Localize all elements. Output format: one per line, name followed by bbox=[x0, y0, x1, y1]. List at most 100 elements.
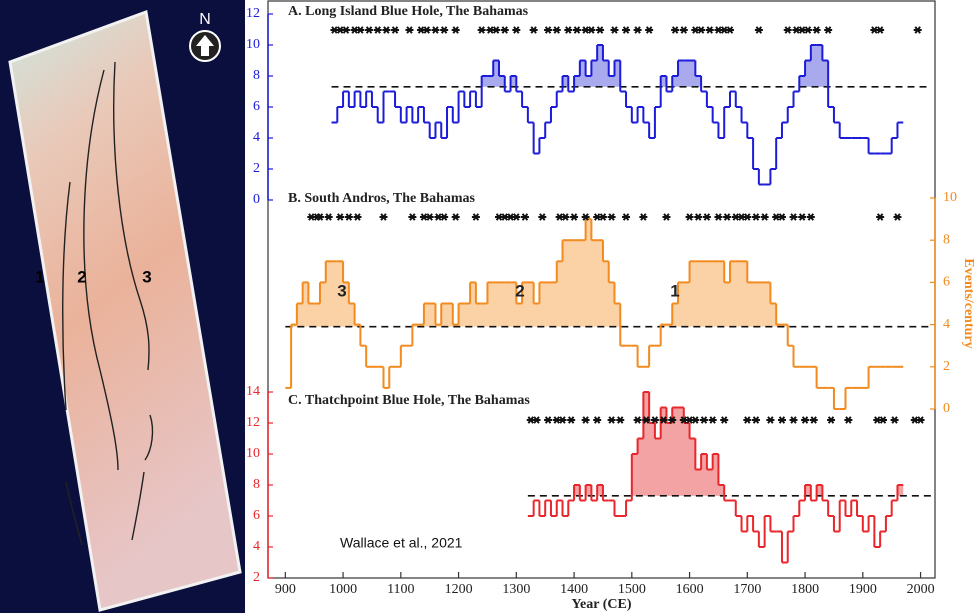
y-tick-label: 12 bbox=[246, 415, 260, 430]
event-marker bbox=[521, 214, 529, 220]
event-marker bbox=[472, 214, 480, 220]
hump-label: 2 bbox=[515, 281, 524, 300]
event-marker bbox=[827, 417, 835, 423]
event-marker bbox=[610, 27, 618, 33]
event-marker bbox=[694, 214, 702, 220]
event-marker bbox=[587, 27, 595, 33]
event-marker bbox=[917, 417, 925, 423]
x-tick-label: 1000 bbox=[329, 582, 357, 597]
event-marker bbox=[608, 417, 616, 423]
event-marker bbox=[622, 214, 630, 220]
event-marker bbox=[680, 27, 688, 33]
event-marker bbox=[538, 214, 546, 220]
event-marker bbox=[561, 214, 569, 220]
event-marker bbox=[452, 214, 460, 220]
event-marker bbox=[440, 27, 448, 33]
event-marker bbox=[345, 214, 353, 220]
annotation: Wallace et al., 2021 bbox=[340, 535, 463, 551]
event-marker bbox=[804, 27, 812, 33]
event-marker bbox=[844, 417, 852, 423]
event-marker bbox=[634, 417, 642, 423]
event-marker bbox=[671, 27, 679, 33]
event-marker bbox=[405, 27, 413, 33]
event-marker bbox=[567, 417, 575, 423]
x-tick-label: 900 bbox=[275, 582, 296, 597]
event-marker bbox=[790, 417, 798, 423]
event-marker bbox=[582, 417, 590, 423]
event-marker bbox=[645, 27, 653, 33]
event-marker bbox=[784, 27, 792, 33]
event-marker bbox=[691, 417, 699, 423]
event-marker bbox=[807, 214, 815, 220]
event-marker bbox=[778, 214, 786, 220]
event-marker bbox=[914, 27, 922, 33]
x-tick-label: 1400 bbox=[560, 582, 588, 597]
x-tick-label: 1700 bbox=[733, 582, 761, 597]
event-marker bbox=[423, 27, 431, 33]
hump-label: 3 bbox=[337, 281, 346, 300]
event-marker bbox=[891, 417, 899, 423]
event-marker bbox=[714, 214, 722, 220]
event-marker bbox=[374, 27, 382, 33]
y-axis-label: Events/century bbox=[961, 258, 976, 348]
y-tick-label: 2 bbox=[943, 359, 950, 374]
event-marker bbox=[431, 27, 439, 33]
event-marker bbox=[743, 214, 751, 220]
map-label: 2 bbox=[77, 267, 86, 286]
y-tick-label: 8 bbox=[943, 232, 950, 247]
event-marker bbox=[564, 27, 572, 33]
event-marker bbox=[559, 417, 567, 423]
figure: N 1 2 3 024681012A. Long Island Blue Hol… bbox=[0, 0, 980, 613]
event-marker bbox=[573, 27, 581, 33]
event-marker bbox=[356, 27, 364, 33]
y-tick-label: 6 bbox=[943, 275, 950, 290]
panel-title: B. South Andros, The Bahamas bbox=[288, 191, 476, 206]
event-marker bbox=[342, 27, 350, 33]
y-tick-label: 6 bbox=[253, 99, 260, 114]
x-tick-label: 1100 bbox=[387, 582, 414, 597]
y-tick-label: 12 bbox=[246, 6, 260, 21]
north-label: N bbox=[199, 11, 211, 28]
event-marker bbox=[876, 214, 884, 220]
event-marker bbox=[336, 214, 344, 220]
event-marker bbox=[634, 27, 642, 33]
event-marker bbox=[790, 214, 798, 220]
event-marker bbox=[743, 417, 751, 423]
y-tick-label: 8 bbox=[253, 68, 260, 83]
y-tick-label: 2 bbox=[253, 570, 260, 585]
event-marker bbox=[798, 214, 806, 220]
x-tick-label: 2000 bbox=[907, 582, 935, 597]
event-marker bbox=[492, 27, 500, 33]
event-marker bbox=[755, 27, 763, 33]
exceedance-area bbox=[285, 219, 903, 409]
event-marker bbox=[570, 214, 578, 220]
event-marker bbox=[608, 214, 616, 220]
y-tick-label: 6 bbox=[253, 508, 260, 523]
event-marker bbox=[709, 417, 717, 423]
event-marker bbox=[512, 214, 520, 220]
event-marker bbox=[408, 214, 416, 220]
event-marker bbox=[379, 214, 387, 220]
event-marker bbox=[726, 27, 734, 33]
event-marker bbox=[622, 27, 630, 33]
event-marker bbox=[382, 27, 390, 33]
event-marker bbox=[720, 417, 728, 423]
event-marker bbox=[723, 214, 731, 220]
panel-title: C. Thatchpoint Blue Hole, The Bahamas bbox=[288, 393, 530, 408]
y-tick-label: 14 bbox=[246, 384, 260, 399]
event-marker bbox=[596, 27, 604, 33]
x-tick-label: 1300 bbox=[502, 582, 530, 597]
event-marker bbox=[801, 417, 809, 423]
event-marker bbox=[325, 214, 333, 220]
map-label: 3 bbox=[142, 267, 151, 286]
event-marker bbox=[426, 214, 434, 220]
event-marker bbox=[544, 417, 552, 423]
y-tick-label: 10 bbox=[246, 446, 260, 461]
event-marker bbox=[686, 214, 694, 220]
event-marker bbox=[440, 214, 448, 220]
event-marker bbox=[354, 214, 362, 220]
event-marker bbox=[778, 417, 786, 423]
event-marker bbox=[544, 27, 552, 33]
event-marker bbox=[501, 27, 509, 33]
event-marker bbox=[599, 214, 607, 220]
